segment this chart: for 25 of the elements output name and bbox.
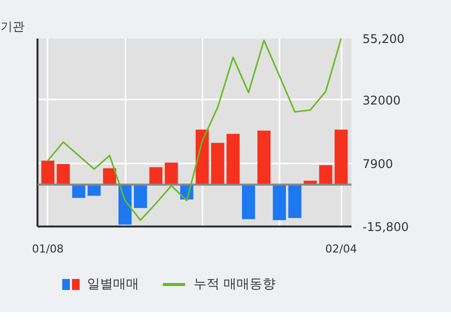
y-tick-label: 55,200	[362, 32, 404, 46]
bar	[334, 130, 348, 185]
bar	[257, 130, 271, 185]
x-tick-label: 01/08	[32, 242, 64, 256]
bar	[242, 184, 256, 220]
bar	[226, 134, 240, 185]
bar	[72, 184, 86, 198]
y-tick-label: 32000	[362, 93, 401, 108]
x-tick-label: 02/04	[325, 242, 358, 256]
bar	[211, 142, 224, 185]
y-tick-label: 7900	[362, 157, 394, 172]
bar	[134, 184, 148, 208]
bar	[149, 167, 162, 185]
bar	[272, 184, 286, 220]
line-series	[47, 38, 342, 221]
bar	[56, 164, 70, 185]
chart-title: 기관	[0, 20, 24, 34]
legend-label: 일별매매	[86, 277, 139, 292]
bar	[164, 162, 178, 185]
bar	[288, 184, 302, 218]
bar	[88, 184, 101, 196]
y-tick-label: -15,800	[362, 220, 409, 234]
legend-label: 누적 매매동향	[193, 277, 276, 292]
bar	[319, 165, 332, 185]
bar	[41, 160, 54, 185]
